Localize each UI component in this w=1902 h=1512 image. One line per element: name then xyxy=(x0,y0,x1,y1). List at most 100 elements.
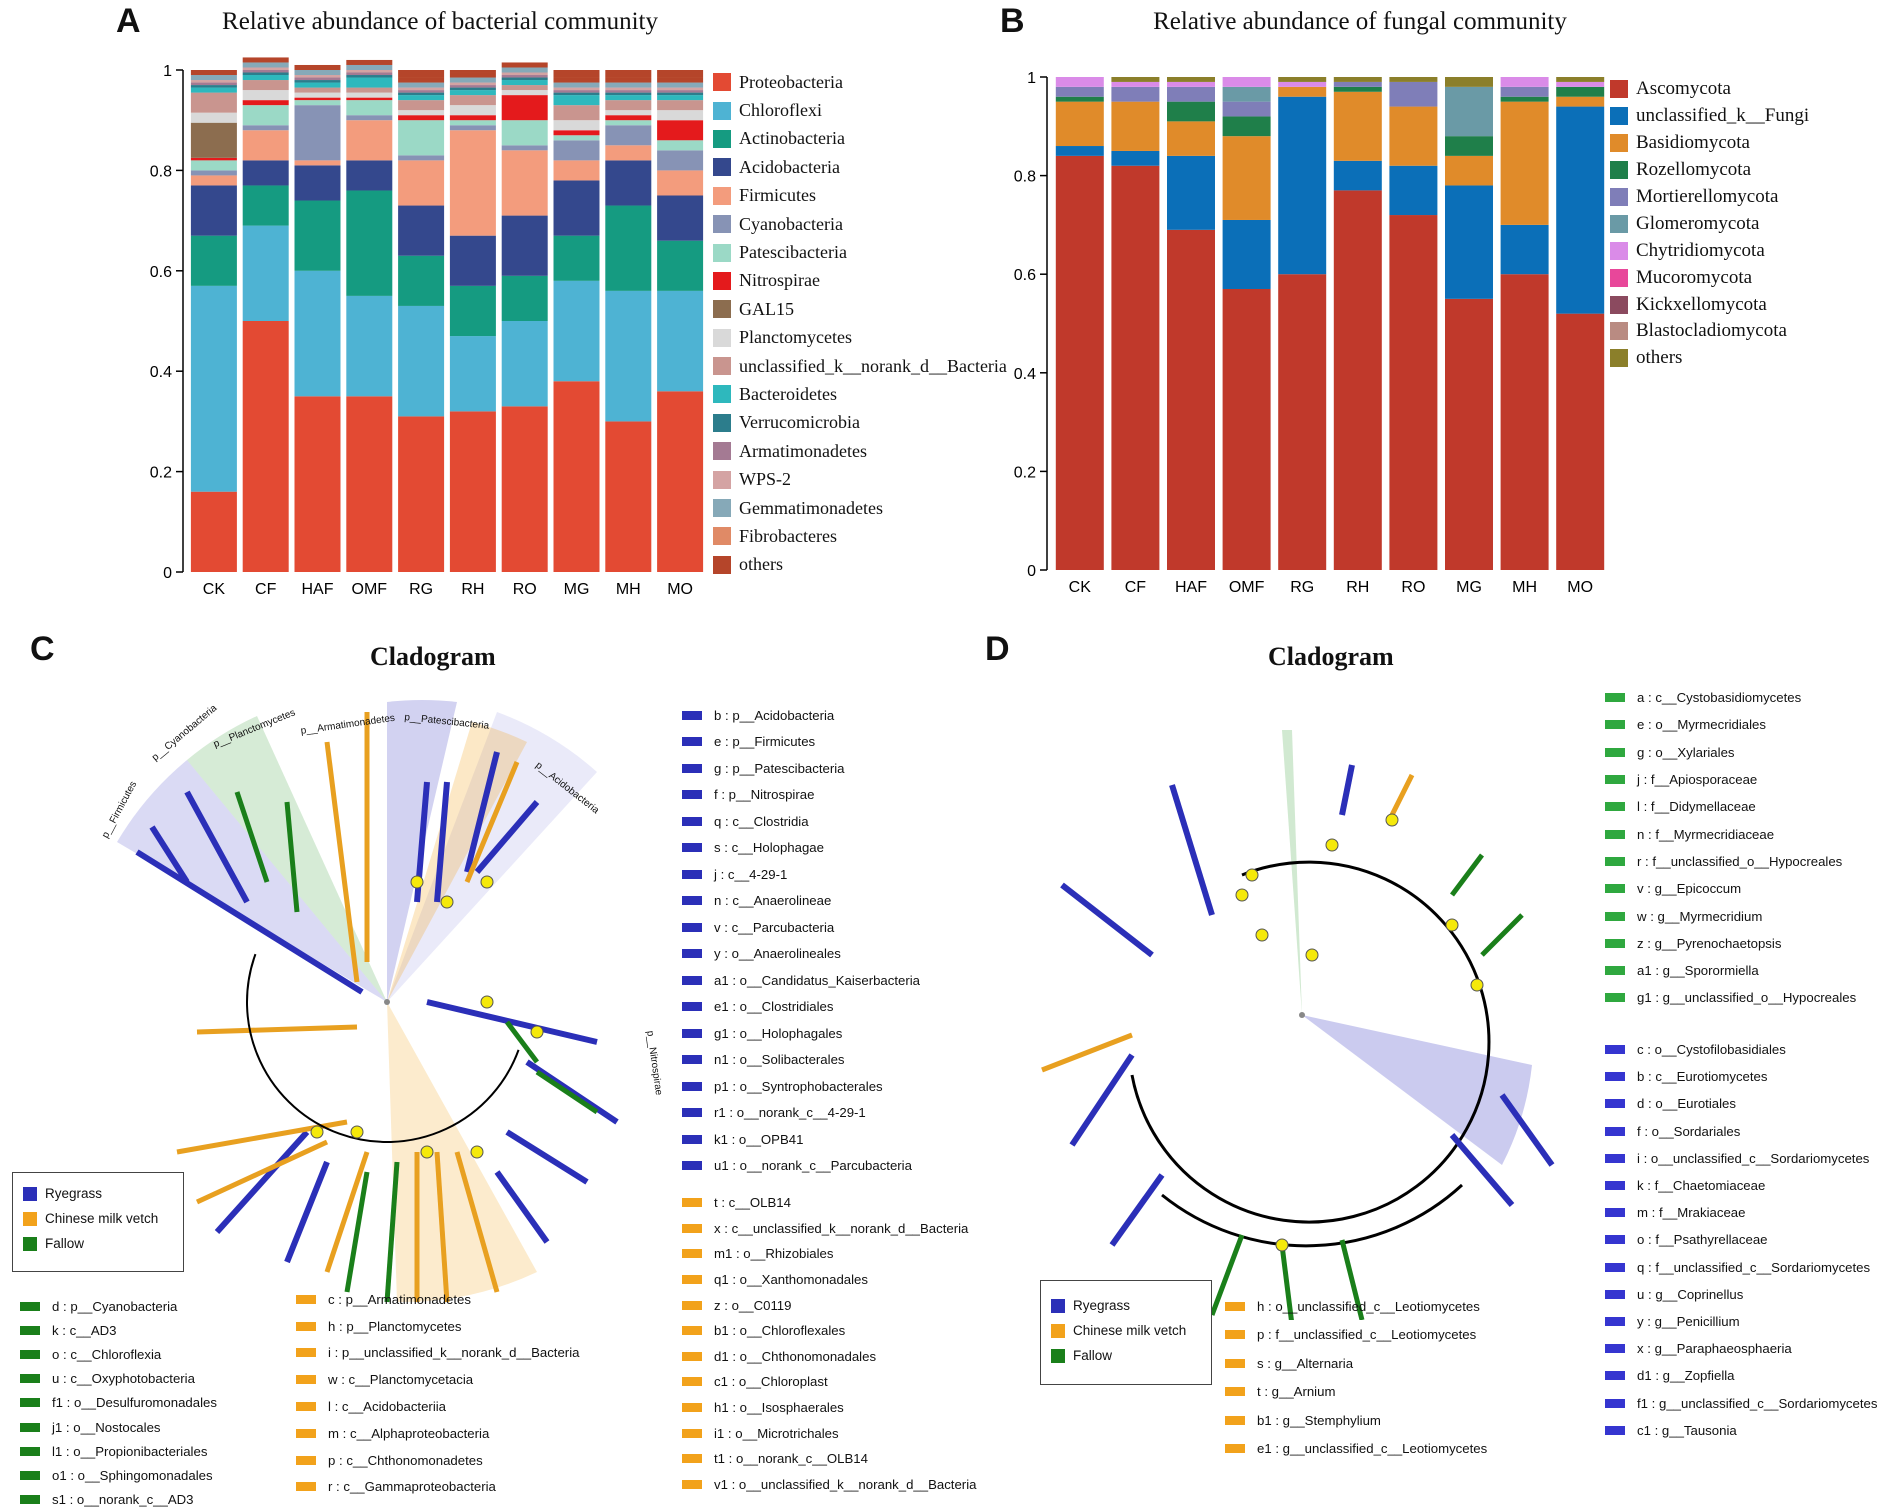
bar-segment xyxy=(1055,101,1104,147)
bar-segment xyxy=(449,285,496,337)
bar-segment xyxy=(398,100,445,111)
bar-segment xyxy=(398,255,445,306)
bar-segment xyxy=(346,70,393,73)
list-item: q : c__Clostridia xyxy=(682,808,920,835)
list-swatch xyxy=(1605,1099,1625,1109)
bar-segment xyxy=(398,110,445,116)
bar-segment xyxy=(294,92,341,98)
legend-swatch xyxy=(713,101,731,120)
bar-segment xyxy=(1222,288,1271,570)
legend-swatch xyxy=(713,357,731,376)
bar-segment xyxy=(605,125,652,146)
list-item: h : p__Planctomycetes xyxy=(296,1313,579,1340)
list-item: m : c__Alphaproteobacteria xyxy=(296,1420,579,1447)
legend-label: Acidobacteria xyxy=(739,156,840,177)
list-swatch xyxy=(682,1223,702,1233)
list-item: h : o__unclassified_c__Leotiomycetes xyxy=(1225,1292,1487,1321)
bar-segment xyxy=(1333,190,1382,570)
list-swatch xyxy=(682,1377,702,1387)
bar-segment xyxy=(398,70,445,78)
list-label: e : p__Firmicutes xyxy=(714,734,816,750)
group-vetch: Chinese milk vetch xyxy=(13,1206,183,1231)
list-label: t : c__OLB14 xyxy=(714,1195,791,1211)
bar-charts-canvas: 0 0.2 0.4 0.6 0.8 1 CK CF HAF OMF RG RH RO MG MH MO 0 0.2… xyxy=(150,57,1605,598)
list-item: l1 : o__Propionibacteriales xyxy=(20,1439,217,1463)
bar-segment xyxy=(190,112,237,123)
x-tick-label: CF xyxy=(255,581,277,598)
list-item: u : g__Coprinellus xyxy=(1605,1281,1877,1308)
list-swatch xyxy=(682,816,702,826)
legend-item: Fibrobacteres xyxy=(713,522,1007,550)
list-swatch xyxy=(1605,720,1625,730)
list-label: z : o__C0119 xyxy=(714,1297,792,1313)
list-swatch xyxy=(1605,802,1625,812)
group-ryegrass: Ryegrass xyxy=(1041,1293,1211,1318)
list-label: e1 : o__Clostridiales xyxy=(714,999,834,1015)
legend-label: Chytridiomycota xyxy=(1636,239,1765,261)
bar-segment xyxy=(605,160,652,206)
bar-segment xyxy=(449,105,496,116)
list-label: v : g__Epicoccum xyxy=(1637,881,1742,897)
bar-segment xyxy=(398,416,445,572)
bar-segment xyxy=(449,125,496,131)
fallow-branches xyxy=(234,791,599,1303)
list-swatch xyxy=(1605,856,1625,866)
bar-segment xyxy=(657,92,704,96)
bar-segment xyxy=(449,87,496,91)
bar-segment xyxy=(294,87,341,93)
list-item: o1 : o__Sphingomonadales xyxy=(20,1463,217,1487)
list-swatch xyxy=(682,1300,702,1310)
bar-segment xyxy=(1556,96,1605,107)
bar-segment xyxy=(605,77,652,83)
x-tick-label: RO xyxy=(513,581,537,598)
bar-segment xyxy=(553,92,600,96)
bar-segment xyxy=(501,75,548,78)
list-swatch xyxy=(682,1108,702,1118)
bar-segment xyxy=(1556,81,1605,87)
list-swatch xyxy=(296,1348,316,1358)
list-swatch xyxy=(682,843,702,853)
nodes xyxy=(1235,813,1484,1252)
list-label: b1 : g__Stemphylium xyxy=(1257,1412,1381,1428)
bar-segment xyxy=(398,120,445,156)
bar-segment xyxy=(553,87,600,91)
legend-swatch xyxy=(713,385,731,404)
x-tick-label: CF xyxy=(1125,579,1147,596)
x-tick-label: RG xyxy=(409,581,433,598)
bar-segment xyxy=(1278,77,1327,82)
cladogram-d-ryegrass-list: c : o__Cystofilobasidiales b : c__Eurotio… xyxy=(1605,1036,1877,1444)
panel-letter-a: A xyxy=(116,2,141,40)
legend-label: Proteobacteria xyxy=(739,71,843,92)
bar-segment xyxy=(657,150,704,171)
fungal-legend: Ascomycota unclassified_k__Fungi Basidiomy… xyxy=(1610,76,1809,372)
cladogram-c-ryegrass-list: b : p__Acidobacteria e : p__Firmicutes g :… xyxy=(682,702,920,1179)
list-item: i : o__unclassified_c__Sordariomycetes xyxy=(1605,1145,1877,1172)
legend-item: unclassified_k__Fungi xyxy=(1610,103,1809,130)
bar-segment xyxy=(190,92,237,113)
bar-segment xyxy=(657,82,704,88)
list-label: d : o__Eurotiales xyxy=(1637,1096,1736,1112)
list-item: u1 : o__norank_c__Parcubacteria xyxy=(682,1153,920,1180)
bar-segment xyxy=(294,100,341,106)
list-swatch xyxy=(1605,775,1625,785)
list-label: t1 : o__norank_c__OLB14 xyxy=(714,1451,868,1467)
legend-swatch xyxy=(1610,295,1628,314)
legend-label: Nitrospirae xyxy=(739,270,820,291)
bar-segment xyxy=(1222,136,1271,220)
legend-swatch xyxy=(1610,322,1628,341)
legend-swatch xyxy=(713,243,731,262)
list-swatch xyxy=(296,1402,316,1412)
bar-segment xyxy=(1445,185,1493,299)
list-label: k1 : o__OPB41 xyxy=(714,1131,804,1147)
bar-segment xyxy=(1556,106,1605,314)
legend-swatch xyxy=(713,215,731,234)
legend-item: Glomeromycota xyxy=(1610,210,1809,237)
list-item: c1 : o__Chloroplast xyxy=(682,1369,976,1395)
list-item: j : c__4-29-1 xyxy=(682,861,920,888)
list-swatch xyxy=(682,1326,702,1336)
list-label: s : c__Holophagae xyxy=(714,840,824,856)
legend-label: Planctomycetes xyxy=(739,327,852,348)
bar-segment xyxy=(501,80,548,86)
list-swatch xyxy=(1605,693,1625,703)
bar-segment xyxy=(553,140,600,161)
